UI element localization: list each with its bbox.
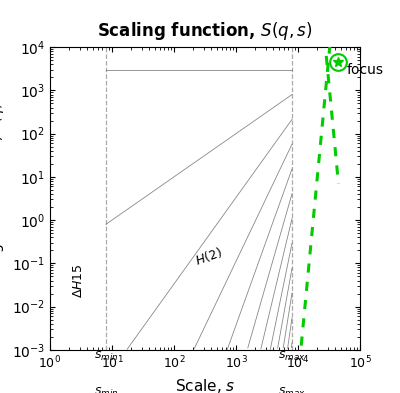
- Text: $H(2)$: $H(2)$: [193, 244, 224, 268]
- Y-axis label: Scaling function value, $S(q)$: Scaling function value, $S(q)$: [0, 103, 6, 294]
- Text: $\Delta H15$: $\Delta H15$: [72, 263, 85, 298]
- Text: $s_{max}$: $s_{max}$: [278, 386, 306, 393]
- Text: $s_{max}$: $s_{max}$: [278, 350, 306, 363]
- Title: Scaling function, $S(q,s)$: Scaling function, $S(q,s)$: [97, 20, 313, 42]
- Text: $s_{min}$: $s_{min}$: [94, 350, 118, 363]
- X-axis label: Scale, $s$: Scale, $s$: [175, 377, 235, 393]
- Text: focus: focus: [346, 63, 383, 77]
- Text: $s_{min}$: $s_{min}$: [94, 386, 118, 393]
